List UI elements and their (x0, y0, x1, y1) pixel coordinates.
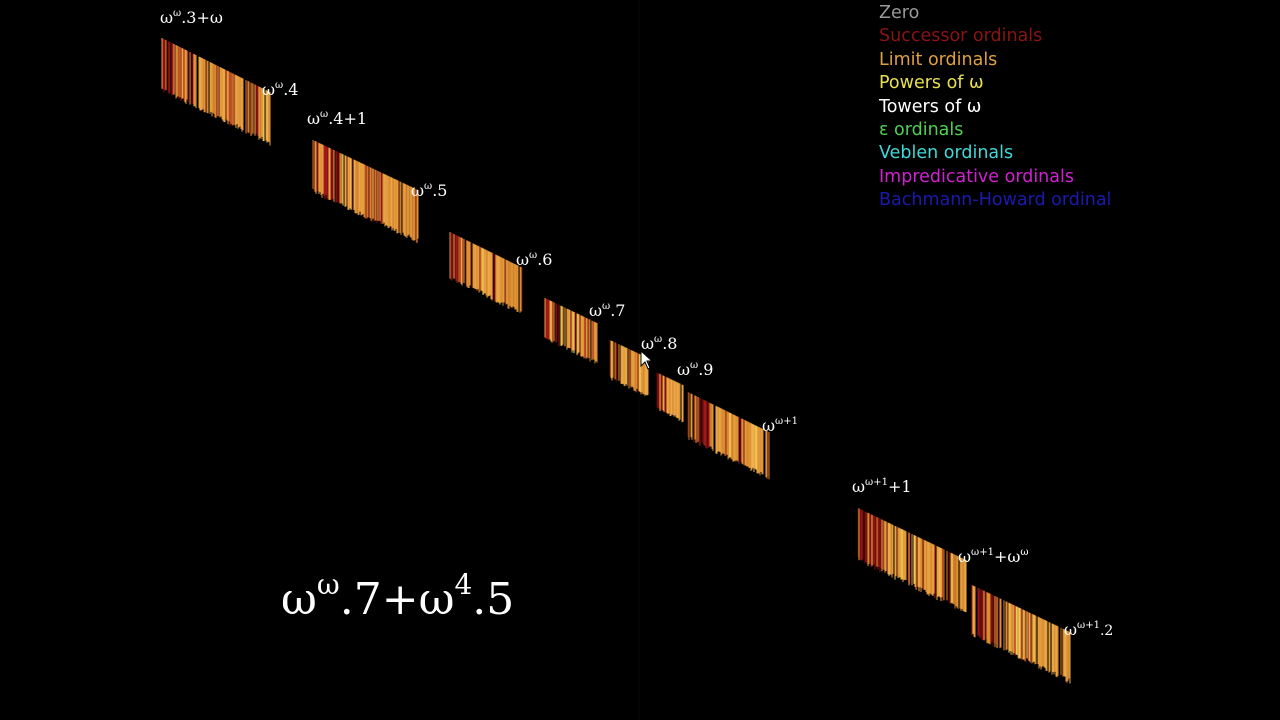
legend-item-towers: Towers of ω (879, 96, 982, 117)
segment-ww1pw-to-ww1x2 (971, 585, 1071, 684)
segment-w5-to-w6 (449, 232, 523, 313)
legend-item-limit: Limit ordinals (879, 49, 998, 70)
label-omega-omega-plus-1-plus-1: ωω+1+1 (852, 477, 912, 496)
segment-w7-to-w8 (609, 340, 649, 396)
ordinal-segments (161, 38, 1071, 684)
legend-item-powers: Powers of ω (879, 73, 984, 94)
legend-item-veblen: Veblen ordinals (879, 143, 1014, 164)
segment-w8-to-w9 (656, 372, 684, 423)
label-omega-omega-5: ωω.5 (411, 181, 447, 200)
segment-w4p1-to-w5 (312, 140, 419, 243)
label-omega-omega-4: ωω.4 (262, 80, 298, 99)
label-omega-omega-6: ωω.6 (516, 250, 552, 269)
legend: Zero Successor ordinals Limit ordinals Powe… (879, 2, 1120, 213)
label-omega-omega-3-plus-omega: ωω.3+ω (160, 8, 223, 27)
label-omega-omega-7: ωω.7 (589, 301, 625, 320)
label-omega-omega-plus-1-plus-omega-omega: ωω+1+ωω (958, 547, 1029, 566)
mouse-cursor-icon (640, 350, 654, 370)
legend-item-epsilon: ε ordinals (879, 120, 964, 141)
label-omega-omega-plus-1-times-2: ωω+1.2 (1064, 620, 1113, 639)
legend-item-successor: Successor ordinals (879, 26, 1043, 47)
label-omega-omega-9: ωω.9 (677, 360, 713, 379)
label-omega-omega-8: ωω.8 (641, 334, 677, 353)
segment-w3w-to-w4 (161, 38, 271, 146)
legend-item-impredicative: Impredicative ordinals (879, 166, 1074, 187)
segment-w9-to-ww1 (687, 392, 770, 480)
segment-ww1-to-ww1pw (857, 508, 967, 613)
segment-w6-to-w7 (544, 298, 598, 364)
current-ordinal-label: ωω.7+ω4.5 (281, 568, 514, 625)
legend-item-zero: Zero (879, 3, 920, 23)
legend-item-bachmann: Bachmann-Howard ordinal (879, 190, 1112, 211)
label-omega-omega-4-plus-1: ωω.4+1 (307, 109, 367, 128)
label-omega-omega-plus-1: ωω+1 (762, 416, 798, 435)
